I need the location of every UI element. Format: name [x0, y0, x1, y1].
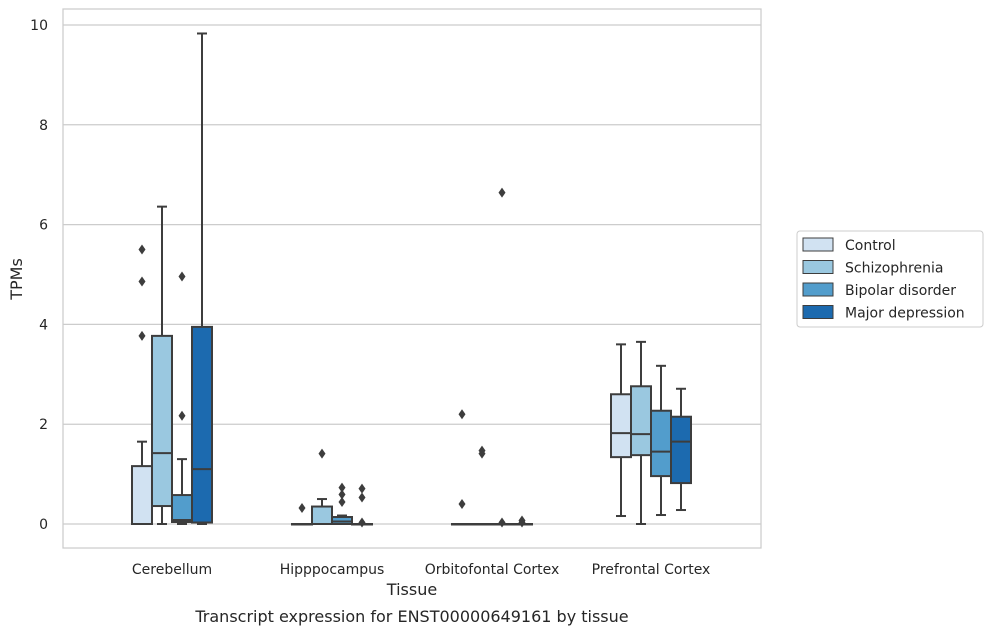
x-tick-label: Hipppocampus	[280, 562, 385, 578]
box-body	[650, 409, 672, 478]
legend-swatch	[802, 305, 834, 319]
box-control	[451, 409, 473, 526]
outlier-point	[138, 276, 146, 287]
box-bipolar-disorder	[171, 271, 193, 525]
x-tick-label: Orbitofontal Cortex	[425, 562, 560, 578]
legend-swatch	[802, 237, 834, 252]
outlier-point	[498, 517, 506, 528]
x-tick-labels: Cerebellum Hipppocampus Orbitofontal Corte…	[132, 562, 710, 578]
legend-swatch	[802, 260, 834, 274]
box-body	[311, 505, 333, 526]
box-control	[131, 244, 153, 525]
outlier-point	[458, 499, 466, 510]
y-tick-label: 6	[39, 218, 48, 234]
outlier-point	[358, 492, 366, 503]
outlier-point	[358, 517, 366, 528]
box-body	[630, 385, 652, 457]
y-tick-label: 10	[30, 18, 48, 34]
outlier-point	[518, 515, 526, 526]
outlier-point	[178, 410, 186, 421]
box-body	[171, 494, 193, 524]
box-control	[610, 343, 632, 518]
box-bipolar-disorder	[650, 364, 672, 517]
legend: Control Schizophrenia Bipolar disorder Majo…	[796, 230, 984, 328]
box-body	[131, 465, 153, 525]
figure-caption: Transcript expression for ENST0000064916…	[194, 607, 628, 626]
legend-swatch	[802, 282, 834, 297]
box-schizophrenia	[630, 340, 652, 525]
box-bipolar-disorder	[331, 482, 353, 525]
box-body	[610, 393, 632, 459]
box-body	[151, 334, 173, 508]
box-series-group	[131, 32, 692, 528]
plot-frame	[62, 8, 762, 549]
legend-frame	[796, 230, 984, 328]
outlier-point	[338, 482, 346, 493]
x-axis-title: Tissue	[386, 580, 437, 599]
box-control	[291, 503, 313, 526]
y-tick-label: 4	[39, 317, 48, 333]
outlier-point	[458, 409, 466, 420]
box-schizophrenia	[471, 445, 493, 526]
outlier-point	[318, 448, 326, 459]
y-tick-label: 0	[39, 517, 48, 533]
box-major-depression	[191, 32, 213, 525]
box-schizophrenia	[151, 205, 173, 525]
y-axis-title: TPMs	[7, 258, 26, 301]
outlier-point	[498, 187, 506, 198]
box-major-depression	[351, 483, 373, 528]
legend-label: Control	[845, 238, 896, 254]
y-tick-label: 2	[39, 417, 48, 433]
x-tick-label: Prefrontal Cortex	[592, 562, 711, 578]
y-tick-label: 8	[39, 118, 48, 134]
outlier-point	[478, 445, 486, 456]
box-major-depression	[670, 387, 692, 512]
outlier-point	[138, 244, 146, 255]
outlier-point	[298, 503, 306, 514]
box-bipolar-disorder	[491, 187, 513, 528]
outlier-point	[138, 330, 146, 341]
x-tick-label: Cerebellum	[132, 562, 212, 578]
legend-label: Schizophrenia	[845, 261, 943, 277]
box-body	[670, 415, 692, 485]
legend-label: Bipolar disorder	[845, 283, 956, 299]
outlier-point	[338, 497, 346, 508]
outlier-point	[178, 271, 186, 282]
box-body	[191, 325, 213, 524]
box-major-depression	[511, 515, 533, 528]
outlier-point	[358, 483, 366, 494]
outlier-point	[338, 489, 346, 500]
legend-label: Major depression	[845, 306, 965, 322]
box-schizophrenia	[311, 448, 333, 526]
y-tick-labels: 0 2 4 6 8 10	[30, 18, 48, 533]
